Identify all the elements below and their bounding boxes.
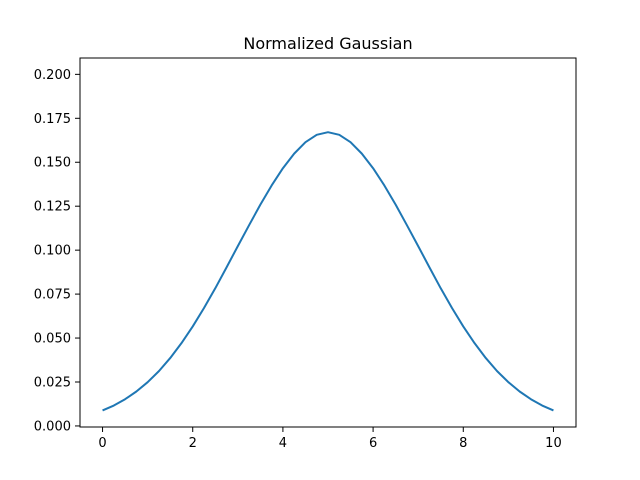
series-line-0 <box>102 131 554 412</box>
x-tick-label: 0 <box>98 436 106 451</box>
y-tick-label: 0.175 <box>34 112 71 127</box>
x-tick-label: 2 <box>189 436 197 451</box>
y-tick-label: 0.100 <box>34 244 71 259</box>
y-tick-label: 0.075 <box>34 288 71 303</box>
plot-layer <box>102 131 554 412</box>
x-tick-label: 4 <box>279 436 287 451</box>
y-tick-label: 0.150 <box>34 156 71 171</box>
y-tick-label: 0.000 <box>34 419 71 434</box>
x-tick-label: 6 <box>369 436 377 451</box>
y-tick-label: 0.025 <box>34 375 71 390</box>
axes-frame <box>79 57 577 428</box>
y-tick-label: 0.125 <box>34 200 71 215</box>
x-tick-label: 10 <box>545 436 562 451</box>
x-tick-label: 8 <box>459 436 467 451</box>
y-tick-label: 0.050 <box>34 332 71 347</box>
chart-title: Normalized Gaussian <box>243 34 412 53</box>
y-tick-label: 0.200 <box>34 68 71 83</box>
axes-layer: 0 2 4 6 8 10 0.000 0.025 0.050 0.075 0.100 0.125 0.1… <box>34 57 577 451</box>
